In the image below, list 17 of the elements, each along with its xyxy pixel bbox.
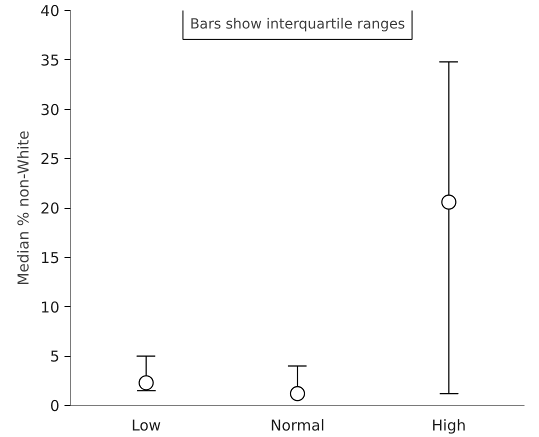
point — [290, 386, 306, 402]
y-axis-title: Median % non-White — [14, 130, 32, 286]
y-tick-label: 20 — [40, 200, 60, 218]
point — [441, 194, 456, 210]
x-tick-label: Low — [131, 416, 161, 434]
y-tick-label: 5 — [50, 348, 60, 366]
x-tick-label: High — [432, 416, 466, 434]
x-tick-label: Normal — [270, 416, 325, 434]
point — [138, 375, 154, 390]
annotation: Bars show interquartile ranges — [190, 16, 406, 32]
y-tick-label: 0 — [50, 397, 60, 415]
y-tick-label: 25 — [40, 150, 60, 168]
y-tick-label: 40 — [40, 2, 60, 20]
y-tick-label: 10 — [40, 298, 60, 316]
y-tick-label: 15 — [40, 248, 60, 267]
y-tick-label: 30 — [40, 100, 60, 119]
y-tick-label: 35 — [40, 51, 60, 70]
